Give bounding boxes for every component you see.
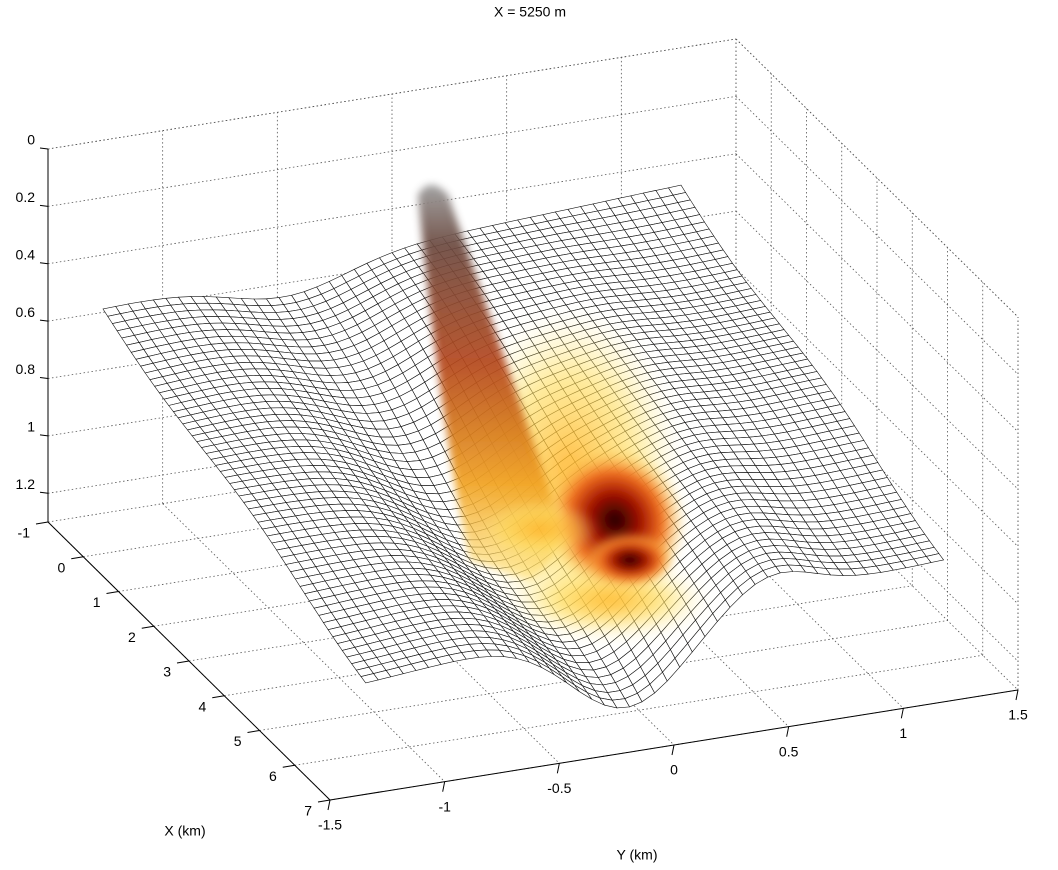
- chart-title: X = 5250 m: [494, 4, 566, 20]
- x-tick-label: 0: [57, 559, 65, 575]
- y-tick-label: 0.5: [779, 743, 799, 759]
- y-tick-label: -0.5: [547, 780, 571, 796]
- z-tick: [40, 263, 48, 264]
- x-tick: [212, 696, 224, 698]
- y-tick: [443, 782, 445, 792]
- x-tick: [142, 626, 154, 628]
- box-edge: [48, 39, 736, 149]
- x-tick-label: -1: [18, 525, 31, 541]
- x-tick: [248, 731, 260, 733]
- z-tick: [40, 492, 48, 493]
- z-tick-label: 0.4: [16, 246, 36, 262]
- y-tick-label: 1: [899, 725, 907, 741]
- x-tick: [36, 522, 48, 524]
- x-tick-label: 3: [163, 664, 171, 680]
- z-tick-label: 0.8: [16, 361, 36, 377]
- y-tick-label: -1.5: [318, 817, 342, 833]
- z-tick-label: 0.6: [16, 304, 36, 320]
- x-tick: [318, 800, 330, 802]
- x-tick: [283, 765, 295, 767]
- y-tick: [557, 763, 559, 773]
- y-tick: [1016, 690, 1018, 700]
- y-tick: [328, 800, 330, 810]
- z-tick: [40, 435, 48, 436]
- z-tick-label: 1: [27, 419, 35, 435]
- x-tick: [71, 557, 83, 559]
- chart: -1 0 1 2 3 4 5 6 7 -1.5 -1 -0.5 0 0.5 1 1.5 0 0.2 0.4 0.6 0.…: [0, 0, 1058, 865]
- x-tick-label: 6: [269, 768, 277, 784]
- y-tick-label: 1.5: [1008, 707, 1028, 723]
- y-tick: [672, 745, 674, 755]
- z-tick: [40, 320, 48, 321]
- x-tick-label: 4: [198, 698, 206, 714]
- x-tick-label: 7: [304, 803, 312, 819]
- z-tick: [40, 378, 48, 379]
- y-tick-label: 0: [670, 762, 678, 778]
- x-tick-label: 1: [93, 594, 101, 610]
- y-tick: [901, 708, 903, 718]
- z-tick-label: 0.2: [16, 189, 36, 205]
- x-tick: [107, 592, 119, 594]
- y-axis-label: Y (km): [617, 847, 658, 863]
- z-tick-label: 1.2: [16, 476, 36, 492]
- x-tick-label: 2: [128, 629, 136, 645]
- z-tick: [40, 205, 48, 206]
- y-tick-label: -1: [438, 798, 451, 814]
- x-tick-label: 5: [234, 733, 242, 749]
- z-tick: [40, 148, 48, 149]
- x-axis-label: X (km): [164, 823, 205, 839]
- y-tick: [787, 727, 789, 737]
- x-tick: [177, 661, 189, 663]
- z-tick-label: 0: [27, 132, 35, 148]
